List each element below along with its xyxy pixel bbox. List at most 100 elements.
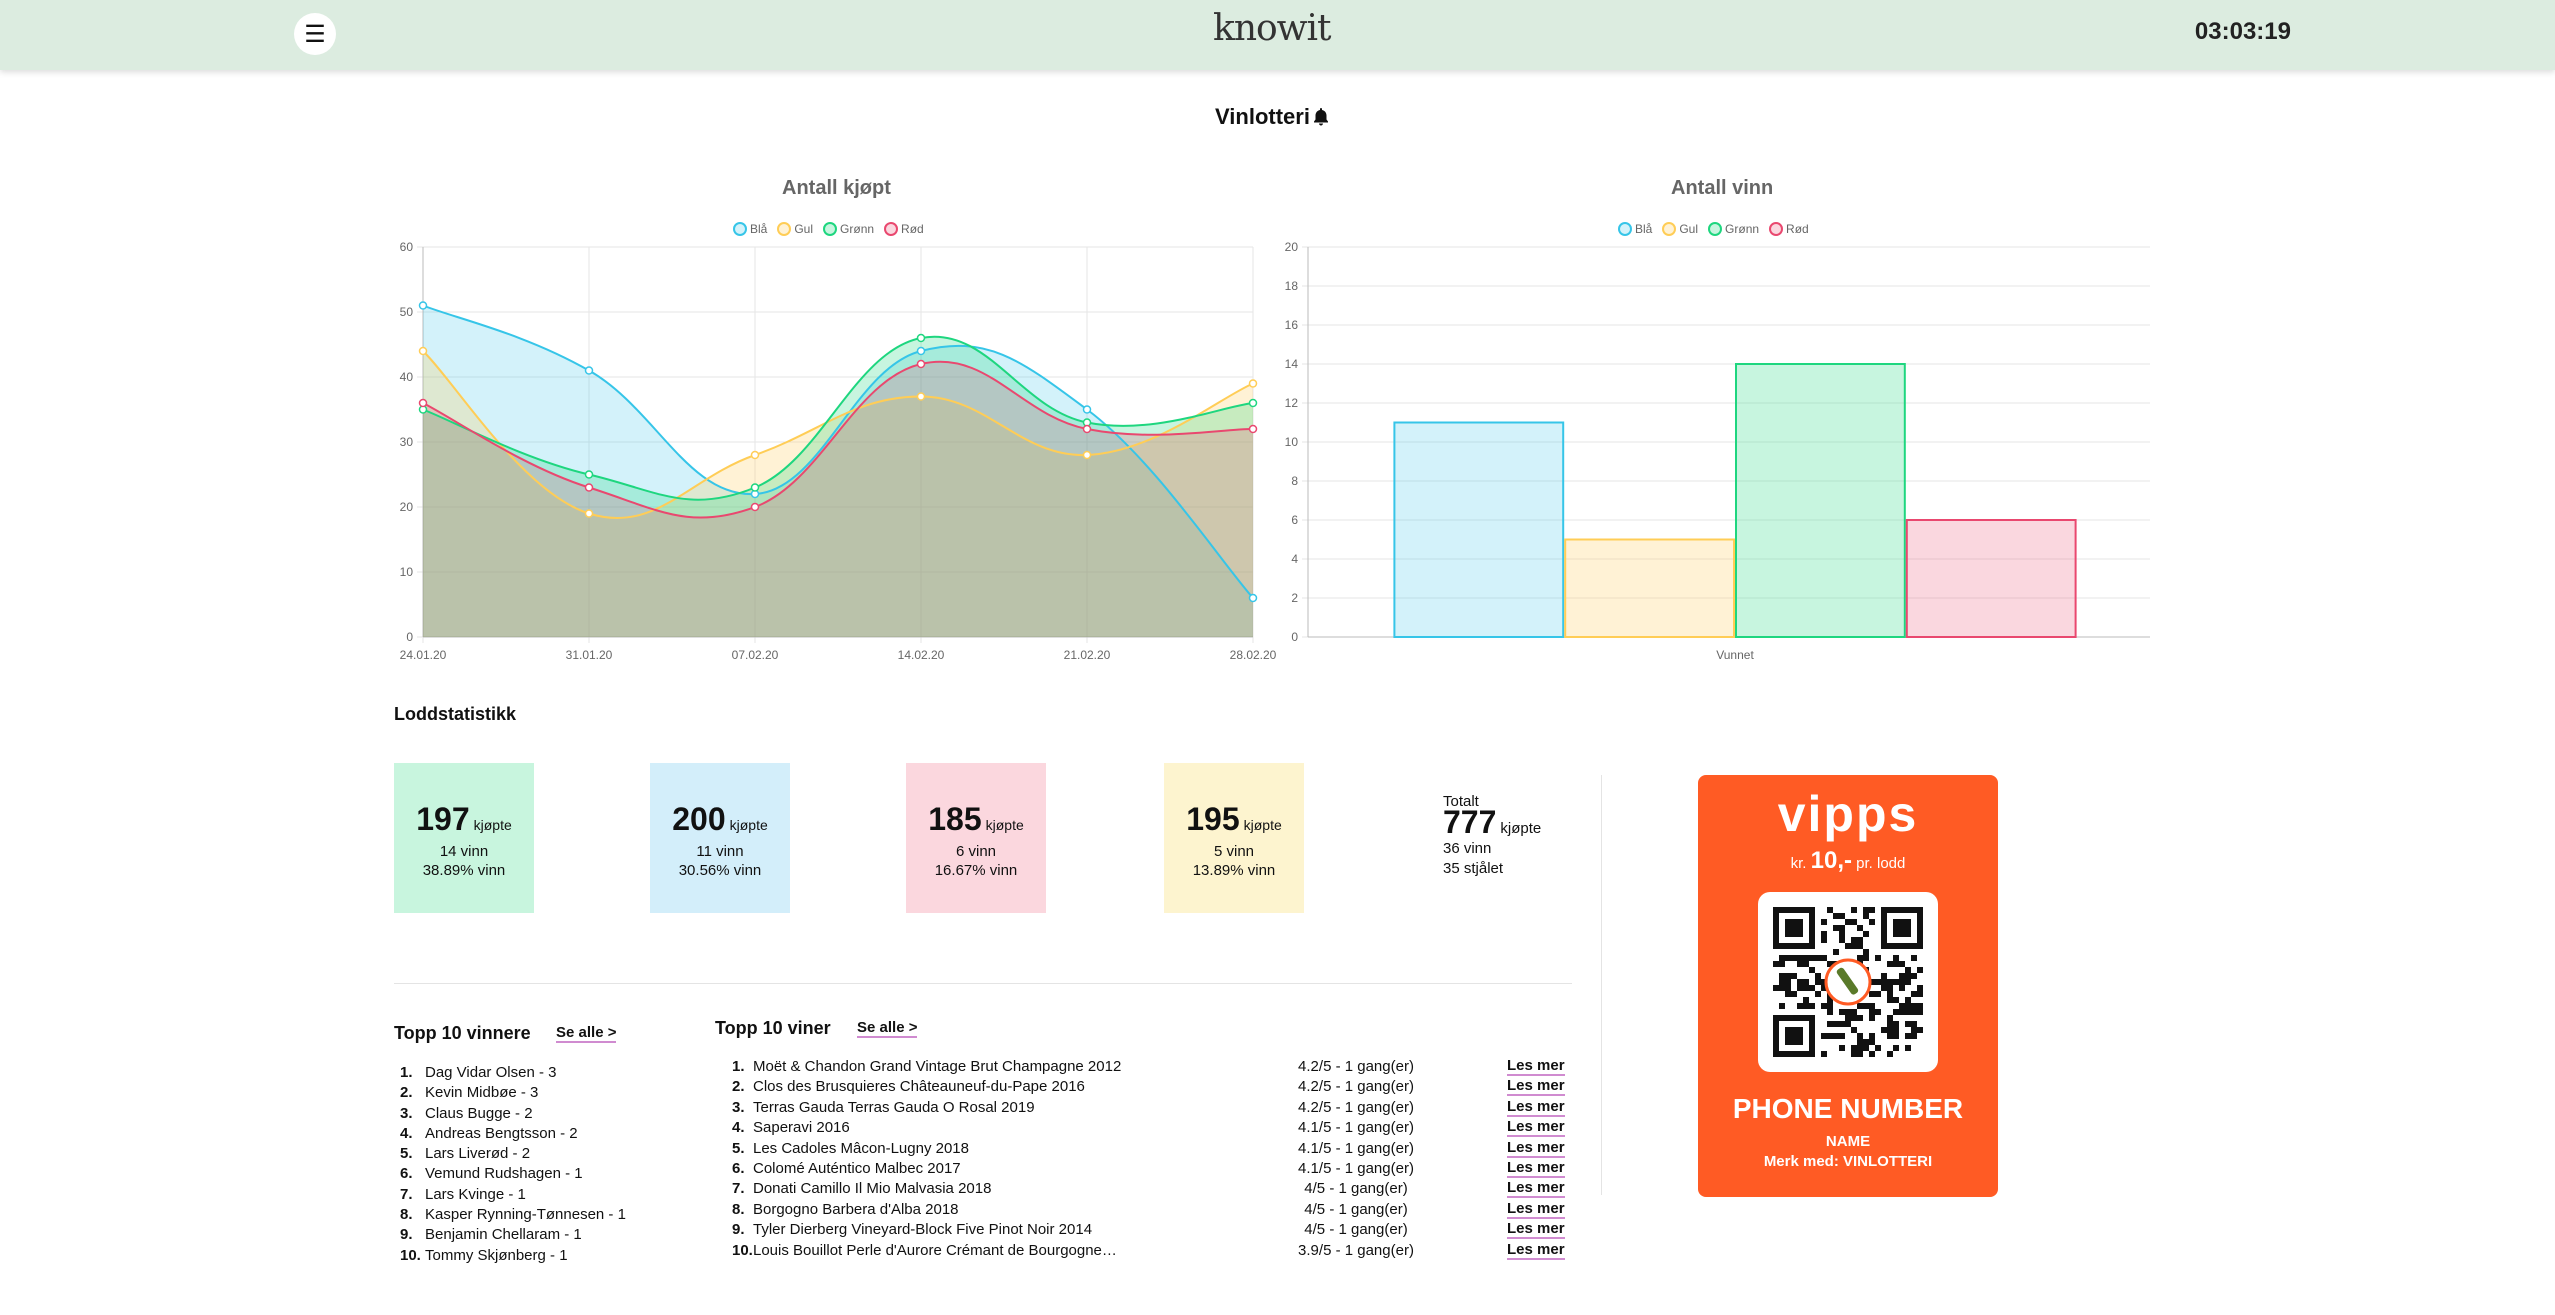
- qr-module: [1827, 1033, 1833, 1039]
- qr-module: [1887, 1027, 1893, 1033]
- qr-module: [1827, 997, 1833, 1003]
- hamburger-menu-button[interactable]: ☰: [294, 13, 336, 55]
- wine-read-more-link[interactable]: Les mer: [1507, 1179, 1565, 1199]
- winner-name: Vemund Rudshagen - 1: [425, 1165, 583, 1183]
- qr-module: [1851, 1027, 1857, 1033]
- qr-module: [1863, 955, 1869, 961]
- legend-swatch: [733, 222, 747, 236]
- winner-list-item: 2. Kevin Midbøe - 3: [400, 1083, 626, 1103]
- qr-module: [1791, 991, 1797, 997]
- legend-swatch: [1769, 222, 1784, 236]
- legend-item[interactable]: Gul: [1662, 222, 1698, 236]
- winner-rank: 1.: [400, 1064, 413, 1081]
- legend-item[interactable]: Grønn: [823, 222, 874, 236]
- qr-module: [1917, 1003, 1923, 1009]
- data-point: [418, 301, 428, 310]
- wine-read-more-link[interactable]: Les mer: [1507, 1138, 1565, 1158]
- data-point: [750, 450, 760, 460]
- winner-list-item: 9. Benjamin Chellaram - 1: [400, 1225, 626, 1245]
- qr-module: [1881, 985, 1887, 991]
- winners-see-all-link[interactable]: Se alle >: [556, 1024, 617, 1043]
- wines-see-all-link[interactable]: Se alle >: [857, 1019, 918, 1038]
- qr-module: [1905, 973, 1911, 979]
- qr-module: [1803, 997, 1809, 1003]
- qr-module: [1881, 973, 1887, 979]
- wine-read-more-link[interactable]: Les mer: [1507, 1077, 1565, 1097]
- qr-module: [1821, 955, 1827, 961]
- qr-module: [1839, 925, 1845, 931]
- price-prefix: kr.: [1790, 855, 1807, 872]
- legend-label: Gul: [1679, 222, 1699, 236]
- qr-module: [1827, 907, 1833, 913]
- legend-swatch: [884, 222, 899, 236]
- wine-list-item: 6. Colomé Auténtico Malbec 2017 4.1/5 - 1 …: [732, 1159, 1572, 1178]
- stat-bought-label: kjøpte: [1243, 817, 1282, 833]
- qr-module: [1917, 985, 1923, 991]
- qr-module: [1899, 979, 1905, 985]
- wine-rating: 4.2/5 - 1 gang(er): [1298, 1058, 1414, 1075]
- legend-item[interactable]: Blå: [1618, 222, 1652, 236]
- winner-list-item: 3. Claus Bugge - 2: [400, 1104, 626, 1124]
- qr-module: [1851, 943, 1857, 949]
- qr-module: [1869, 1009, 1875, 1015]
- qr-module: [1839, 1033, 1845, 1039]
- qr-module: [1785, 985, 1791, 991]
- legend-item[interactable]: Blå: [733, 222, 767, 236]
- wine-read-more-link[interactable]: Les mer: [1507, 1220, 1565, 1240]
- top-winners-title: Topp 10 vinnere: [394, 1023, 531, 1043]
- legend-item[interactable]: Gul: [777, 222, 813, 236]
- totals-block: Totalt 777 kjøpte 36 vinn 35 stjålet: [1443, 792, 1541, 879]
- qr-module: [1893, 1021, 1899, 1027]
- bell-icon[interactable]: [1312, 107, 1330, 127]
- qr-module: [1821, 931, 1827, 937]
- qr-module: [1785, 973, 1791, 979]
- legend-swatch: [1662, 222, 1677, 236]
- wine-rank: 7.: [732, 1180, 745, 1198]
- data-point: [1248, 424, 1258, 434]
- qr-module: [1821, 985, 1827, 991]
- winner-list-item: 6. Vemund Rudshagen - 1: [400, 1164, 626, 1184]
- wine-read-more-link[interactable]: Les mer: [1507, 1199, 1565, 1219]
- wine-read-more-link[interactable]: Les mer: [1507, 1097, 1565, 1117]
- winner-name: Andreas Bengtsson - 2: [425, 1124, 578, 1142]
- knowit-logo[interactable]: knowit: [1213, 8, 1331, 49]
- qr-module: [1893, 1009, 1899, 1015]
- legend-item[interactable]: Rød: [884, 222, 924, 236]
- wine-read-more-link[interactable]: Les mer: [1507, 1159, 1565, 1178]
- qr-module: [1863, 1003, 1869, 1009]
- x-tick-label: 31.01.20: [566, 648, 613, 662]
- qr-module: [1893, 1033, 1899, 1039]
- stat-pct: 30.56% vinn: [678, 862, 762, 879]
- wine-read-more-link[interactable]: Les mer: [1507, 1240, 1565, 1260]
- totals-wins: 36 vinn: [1443, 840, 1492, 857]
- qr-module: [1893, 979, 1899, 985]
- wine-rank: 5.: [732, 1139, 745, 1157]
- qr-module: [1839, 1009, 1845, 1015]
- winner-name: Dag Vidar Olsen - 3: [425, 1064, 557, 1081]
- y-tick-label: 4: [1291, 552, 1298, 566]
- qr-module: [1905, 967, 1911, 973]
- wine-name: Moët & Chandon Grand Vintage Brut Champa…: [753, 1058, 1122, 1075]
- legend-label: Grønn: [1725, 222, 1760, 236]
- y-tick-label: 10: [400, 565, 414, 579]
- series-area: [423, 361, 1253, 637]
- legend-item[interactable]: Grønn: [1708, 222, 1759, 236]
- qr-module: [1857, 943, 1863, 949]
- qr-module: [1857, 937, 1863, 943]
- qr-module: [1911, 1003, 1917, 1009]
- wine-rating: 4/5 - 1 gang(er): [1304, 1180, 1408, 1198]
- qr-module: [1845, 943, 1851, 949]
- qr-module: [1773, 961, 1779, 967]
- x-tick-label: 14.02.20: [898, 648, 945, 662]
- legend-item[interactable]: Rød: [1769, 222, 1809, 236]
- wine-read-more-link[interactable]: Les mer: [1507, 1057, 1565, 1076]
- y-tick-label: 30: [400, 435, 414, 449]
- wine-list-item: 5. Les Cadoles Mâcon-Lugny 2018 4.1/5 - 1 …: [732, 1138, 1572, 1158]
- stat-card-red: 185 kjøpte 6 vinn 16.67% vinn: [906, 763, 1046, 913]
- qr-module: [1839, 937, 1845, 943]
- data-point: [1082, 405, 1092, 414]
- wine-read-more-link[interactable]: Les mer: [1507, 1118, 1565, 1138]
- qr-module: [1833, 1021, 1839, 1027]
- qr-module: [1857, 1033, 1863, 1039]
- wine-list-item: 4. Saperavi 2016 4.1/5 - 1 gang(er) Les mer: [732, 1118, 1572, 1138]
